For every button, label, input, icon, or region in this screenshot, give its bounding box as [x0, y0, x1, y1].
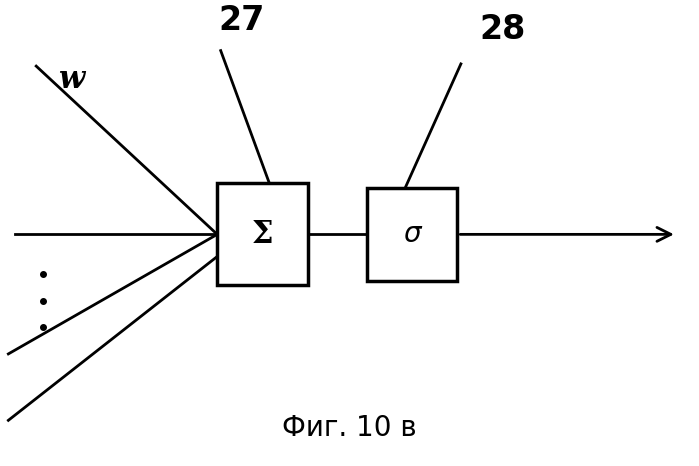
- Text: 27: 27: [218, 4, 265, 37]
- Text: σ: σ: [403, 220, 421, 248]
- Text: Σ: Σ: [252, 219, 273, 250]
- Text: 28: 28: [480, 13, 526, 46]
- Bar: [367, 188, 457, 281]
- Bar: [217, 184, 308, 285]
- Text: w: w: [58, 64, 84, 95]
- Text: Фиг. 10 в: Фиг. 10 в: [282, 414, 417, 443]
